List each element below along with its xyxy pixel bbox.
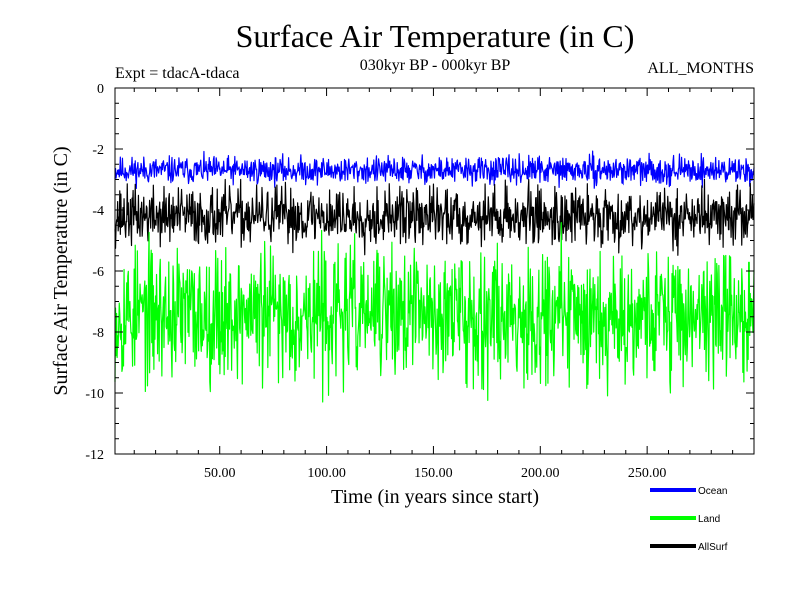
legend-label-ocean: Ocean [698,486,727,497]
x-tick-label: 200.00 [521,466,560,481]
x-axis: 50.00 100.00 150.00 200.00 250.00 [133,88,734,481]
y-tick-label: -6 [92,265,104,280]
series-line-ocean [114,150,755,190]
expt-label: Expt = tdacA-tdaca [115,65,240,82]
y-tick-label: -8 [92,326,104,341]
y-tick-label: -10 [85,387,104,402]
y-axis: 0 -2 -4 -6 -8 -10 -12 [85,82,754,463]
y-tick-label: 0 [97,82,104,97]
legend: Ocean Land AllSurf [650,486,728,553]
x-axis-label: Time (in years since start) [331,486,539,508]
x-tick-label: 150.00 [414,466,453,481]
series-line-land [114,222,755,403]
months-label: ALL_MONTHS [647,60,754,77]
x-tick-label: 100.00 [307,466,346,481]
y-tick-label: -12 [85,448,104,463]
y-axis-label: Surface Air Temperature (in C) [50,146,72,395]
x-tick-label: 50.00 [204,466,236,481]
series-line-allsurf [114,178,755,256]
legend-label-land: Land [698,514,720,525]
y-tick-label: -4 [92,204,104,219]
legend-label-allsurf: AllSurf [698,542,728,553]
series-layer [114,150,755,403]
chart-subtitle: 030kyr BP - 000kyr BP [360,57,511,74]
x-tick-label: 250.00 [628,466,667,481]
series-line-upper-envelope [114,183,755,211]
chart-title: Surface Air Temperature (in C) [236,18,635,54]
y-tick-label: -2 [92,143,104,158]
